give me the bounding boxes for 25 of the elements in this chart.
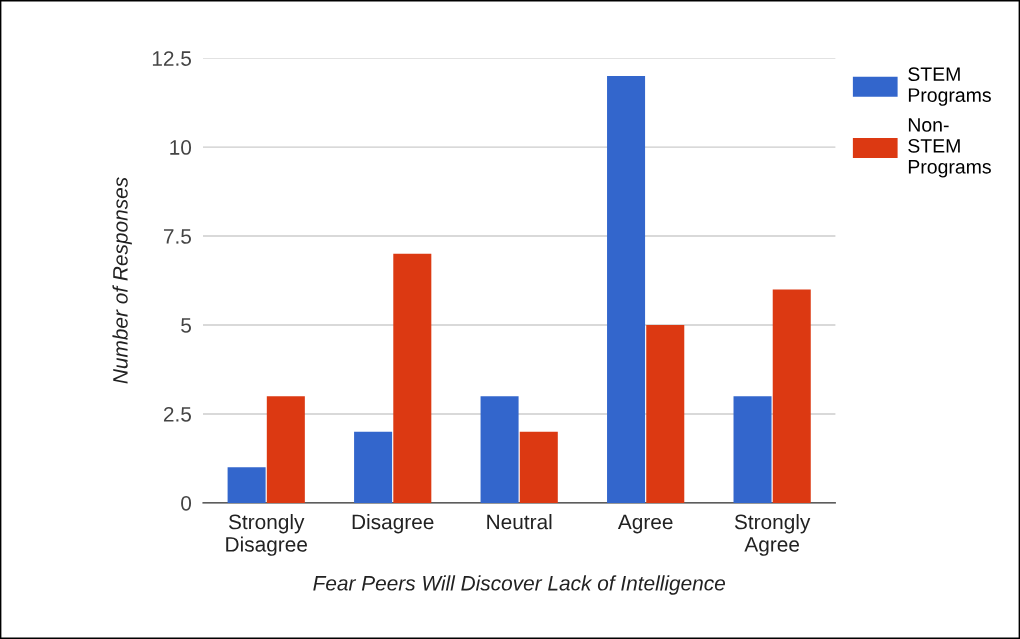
bar [354,431,393,503]
y-tick-label: 7.5 [163,229,191,244]
x-tick-label: Strongly Disagree [226,514,307,556]
x-tick-label: Disagree [352,514,434,534]
y-axis-title: Number of Responses [112,177,132,384]
bar [772,289,811,503]
bar [227,467,266,503]
x-tick-label: Agree [617,514,673,534]
y-tick-label: 5 [181,318,191,333]
legend-label: Non- STEM Programs [908,118,991,178]
legend-label: STEM Programs [908,67,991,106]
y-tick-label: 12.5 [152,51,191,66]
bar [480,396,519,503]
y-tick-label: 0 [181,495,192,511]
bar [646,325,685,503]
bar [519,431,558,503]
bar [393,253,432,503]
bar [733,396,772,503]
x-axis-title: Fear Peers Will Discover Lack of Intelligence [313,575,725,595]
x-tick-label: Neutral [487,514,552,530]
bar [266,396,305,503]
y-tick-label: 2.5 [163,406,191,422]
y-tick-label: 10 [170,140,192,155]
bar [607,75,646,503]
x-tick-label: Strongly Agree [734,514,811,556]
